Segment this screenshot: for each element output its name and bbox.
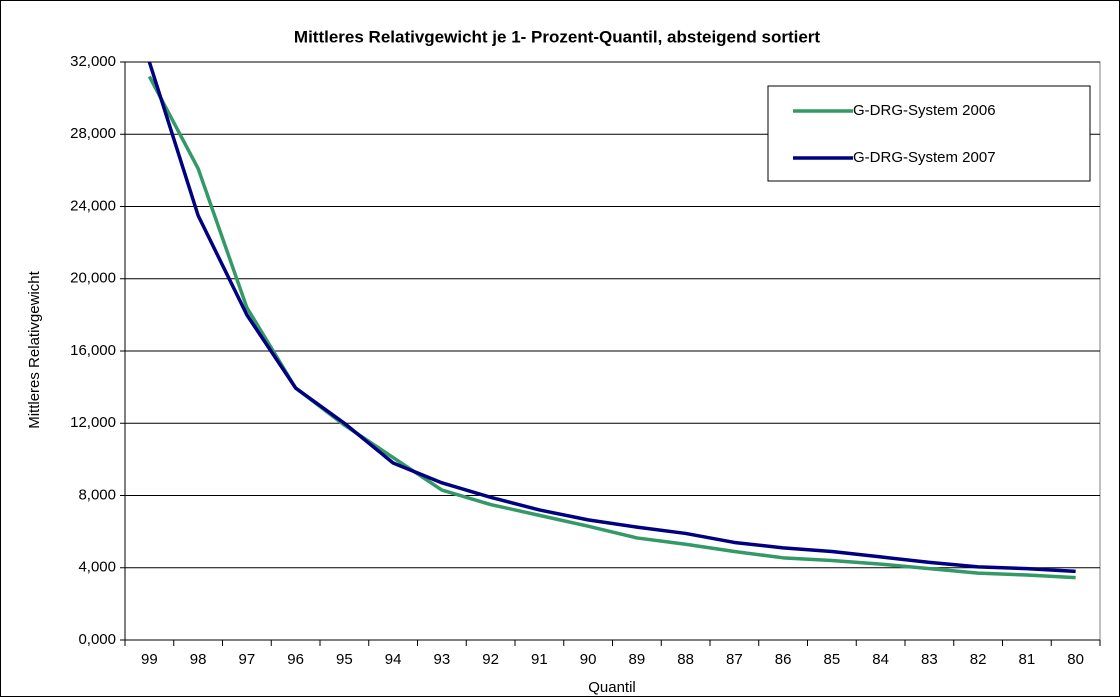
x-tick-label: 97 — [239, 651, 256, 668]
series-line — [147, 61, 1076, 574]
x-tick-label: 89 — [629, 651, 646, 668]
y-tick-label: 20,000 — [70, 270, 116, 287]
y-axis-label: Mittleres Relativgewicht — [26, 270, 43, 428]
y-tick-label: 28,000 — [70, 125, 116, 142]
x-tick-label: 91 — [531, 651, 548, 668]
legend-box — [767, 85, 1091, 182]
y-tick-label: 12,000 — [70, 414, 116, 431]
y-tick-label: 8,000 — [78, 486, 116, 503]
x-tick-label: 86 — [775, 651, 792, 668]
x-tick-label: 96 — [287, 651, 304, 668]
x-tick-label: 81 — [1019, 651, 1036, 668]
x-tick-label: 84 — [872, 651, 889, 668]
x-tick-label: 90 — [580, 651, 597, 668]
x-tick-label: 87 — [726, 651, 743, 668]
y-tick-label: 32,000 — [70, 53, 116, 70]
chart-title: Mittleres Relativgewicht je 1- Prozent-Q… — [294, 27, 821, 46]
x-tick-label: 93 — [434, 651, 451, 668]
x-tick-label: 95 — [336, 651, 353, 668]
x-tick-label: 98 — [190, 651, 207, 668]
x-tick-label: 83 — [921, 651, 938, 668]
x-tick-label: 85 — [824, 651, 841, 668]
x-tick-label: 92 — [482, 651, 499, 668]
x-axis-label: Quantil — [588, 679, 636, 696]
legend-label: G-DRG-System 2006 — [853, 102, 996, 119]
y-tick-label: 24,000 — [70, 197, 116, 214]
y-tick-label: 16,000 — [70, 342, 116, 359]
x-tick-label: 88 — [677, 651, 694, 668]
legend-label: G-DRG-System 2007 — [853, 149, 996, 166]
x-tick-label: 80 — [1067, 651, 1084, 668]
y-tick-label: 4,000 — [78, 559, 116, 576]
x-tick-label: 99 — [141, 651, 158, 668]
x-tick-label: 94 — [385, 651, 402, 668]
y-tick-label: 0,000 — [78, 631, 116, 648]
x-tick-label: 82 — [970, 651, 987, 668]
